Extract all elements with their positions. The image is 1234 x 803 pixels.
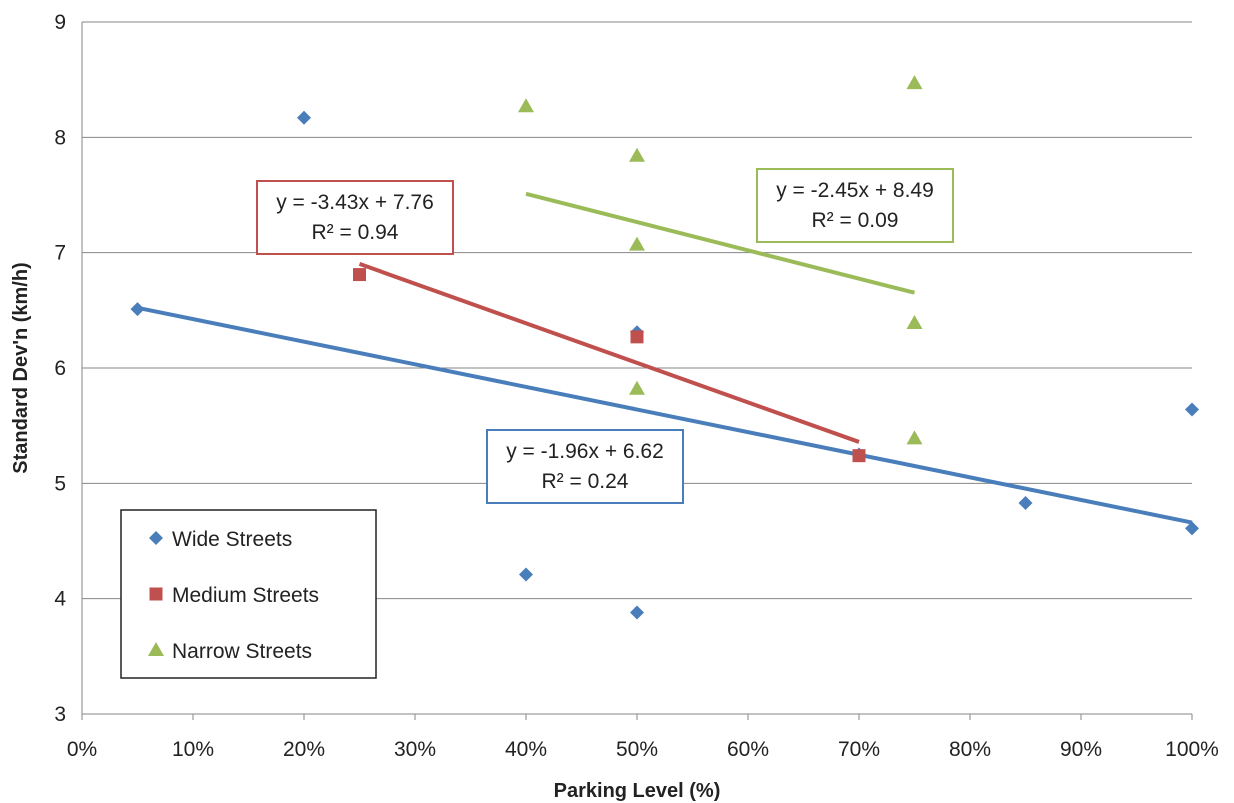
trend-equations: y = -1.96x + 6.62 R² = 0.24 y = -3.43x + 7…: [256, 168, 954, 504]
data-point-diamond: [1018, 495, 1033, 510]
trendline-0: [137, 305, 1193, 525]
trendline-2: [525, 191, 915, 295]
data-point-diamond: [519, 567, 533, 582]
data-point-triangle: [906, 430, 923, 445]
legend-marker-square: [149, 587, 163, 601]
x-tick-label: 20%: [283, 738, 325, 761]
data-point-triangle: [629, 236, 645, 251]
x-tick-label: 100%: [1165, 738, 1219, 761]
equation-line: y = -2.45x + 8.49: [776, 179, 934, 202]
y-tick-label: 4: [54, 588, 66, 611]
data-points: [130, 75, 1199, 620]
equation-line: y = -3.43x + 7.76: [276, 191, 434, 214]
data-point-diamond: [1185, 521, 1199, 536]
y-axis-title: Standard Dev'n (km/h): [10, 262, 32, 473]
data-point-triangle: [518, 98, 534, 113]
data-point-diamond: [630, 605, 644, 620]
x-tick-label: 0%: [67, 738, 97, 761]
x-tick-label: 60%: [727, 738, 769, 761]
data-point-triangle: [906, 75, 923, 90]
x-tick-label: 30%: [394, 738, 436, 761]
x-tick-label: 90%: [1060, 738, 1102, 761]
equation-box-1: [256, 180, 454, 255]
data-point-triangle: [629, 147, 645, 162]
x-tick-label: 80%: [949, 738, 991, 761]
equation-box-2: [756, 168, 954, 243]
data-point-triangle: [629, 380, 645, 395]
y-tick-label: 7: [54, 242, 66, 265]
data-point-diamond: [1185, 402, 1199, 417]
data-point-diamond: [297, 110, 311, 125]
data-point-square: [630, 330, 644, 344]
trendlines: [137, 191, 1193, 525]
legend-label: Wide Streets: [172, 528, 292, 551]
y-tick-label: 3: [54, 703, 66, 726]
y-tick-label: 9: [54, 11, 66, 34]
x-axis-title: Parking Level (%): [554, 780, 721, 802]
trendline-1: [358, 262, 860, 444]
data-point-square: [353, 268, 366, 282]
legend-label: Medium Streets: [172, 584, 319, 607]
legend-marker-diamond: [149, 531, 163, 545]
x-tick-label: 10%: [172, 738, 214, 761]
data-point-square: [852, 449, 866, 463]
equation-box-0: [486, 429, 684, 504]
r-squared-label: R² = 0.09: [812, 209, 899, 232]
legend-marker-triangle: [148, 642, 164, 656]
y-tick-label: 8: [54, 126, 66, 149]
data-point-triangle: [906, 315, 923, 330]
x-tick-label: 40%: [505, 738, 547, 761]
legend: Wide Streets Medium Streets Narrow Streets: [120, 509, 377, 679]
x-tick-label: 70%: [838, 738, 880, 761]
legend-box: [120, 509, 377, 679]
y-tick-label: 5: [54, 472, 66, 495]
x-tick-label: 50%: [616, 738, 658, 761]
legend-label: Narrow Streets: [172, 640, 312, 663]
data-point-diamond: [130, 302, 145, 317]
y-tick-label: 6: [54, 357, 66, 380]
equation-line: y = -1.96x + 6.62: [506, 440, 664, 463]
r-squared-label: R² = 0.24: [542, 470, 629, 493]
r-squared-label: R² = 0.94: [312, 221, 399, 244]
